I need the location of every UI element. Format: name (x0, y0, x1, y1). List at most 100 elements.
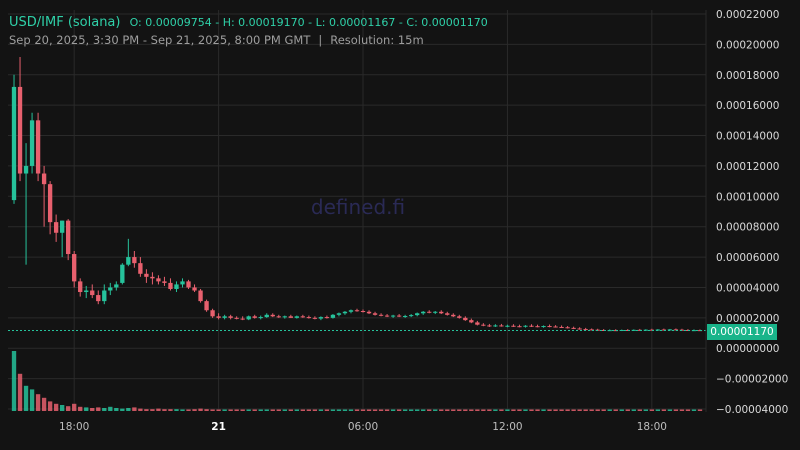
candle[interactable] (246, 315, 251, 321)
candle[interactable] (384, 314, 390, 318)
candle[interactable] (90, 284, 95, 299)
candle[interactable] (433, 311, 438, 315)
candle[interactable] (445, 311, 450, 316)
candle[interactable] (529, 324, 534, 327)
candle[interactable] (234, 316, 239, 320)
candle[interactable] (625, 329, 630, 331)
price-axis[interactable]: 0.00022000 0.00020000 0.00018000 0.00016000… (716, 9, 788, 416)
candle[interactable] (306, 315, 312, 319)
candle[interactable] (511, 324, 516, 327)
candle[interactable] (697, 329, 703, 332)
candle[interactable] (685, 329, 691, 331)
candle[interactable] (505, 324, 510, 328)
time-axis[interactable]: 18:00 21 06:00 12:00 18:00 (59, 421, 667, 433)
candle[interactable] (222, 314, 227, 320)
candle[interactable] (493, 324, 498, 327)
candle[interactable] (487, 323, 492, 327)
candle[interactable] (517, 324, 522, 328)
candle[interactable] (198, 288, 203, 303)
candle[interactable] (162, 276, 167, 286)
candle[interactable] (439, 310, 444, 315)
candle[interactable] (264, 313, 269, 318)
candle[interactable] (589, 328, 594, 331)
candle[interactable] (72, 251, 77, 288)
candle[interactable] (17, 56, 23, 182)
candle[interactable] (661, 328, 667, 331)
candle[interactable] (421, 311, 426, 315)
candle[interactable] (270, 313, 275, 318)
candle[interactable] (168, 278, 173, 291)
candle[interactable] (144, 269, 149, 283)
candle[interactable] (415, 312, 420, 317)
candle[interactable] (390, 314, 396, 318)
candle[interactable] (126, 238, 131, 267)
candle[interactable] (294, 315, 299, 319)
candle[interactable] (330, 314, 336, 319)
candle[interactable] (547, 324, 552, 328)
candle[interactable] (47, 181, 53, 235)
candle[interactable] (372, 311, 378, 316)
candle[interactable] (360, 309, 366, 313)
candle[interactable] (11, 74, 17, 204)
candle[interactable] (156, 275, 161, 285)
candle[interactable] (150, 272, 155, 285)
candle[interactable] (601, 329, 606, 331)
candle[interactable] (451, 313, 456, 318)
candle[interactable] (481, 323, 486, 327)
candle[interactable] (258, 315, 263, 320)
candle[interactable] (174, 281, 179, 293)
candle[interactable] (23, 143, 29, 265)
candle[interactable] (59, 220, 65, 258)
candle[interactable] (84, 285, 89, 299)
candle[interactable] (41, 165, 47, 227)
candle[interactable] (318, 316, 324, 321)
candle[interactable] (366, 310, 372, 315)
candle[interactable] (673, 328, 679, 331)
candle[interactable] (577, 327, 582, 330)
candle[interactable] (348, 309, 354, 314)
candle[interactable] (402, 314, 408, 318)
candle[interactable] (288, 314, 293, 318)
candle[interactable] (463, 316, 468, 321)
candle[interactable] (35, 112, 41, 182)
candle[interactable] (324, 315, 330, 319)
candle[interactable] (276, 314, 281, 318)
candle[interactable] (186, 279, 191, 289)
candle[interactable] (240, 316, 245, 321)
candle[interactable] (535, 324, 540, 328)
candle[interactable] (120, 263, 125, 285)
candle[interactable] (300, 314, 306, 318)
candle[interactable] (252, 314, 257, 319)
candle[interactable] (210, 308, 215, 318)
candles[interactable] (11, 56, 703, 332)
candle[interactable] (180, 278, 185, 288)
candle[interactable] (192, 284, 197, 293)
candle[interactable] (475, 320, 480, 326)
candle[interactable] (583, 327, 588, 331)
candle[interactable] (559, 325, 564, 328)
candle[interactable] (523, 325, 528, 328)
candle[interactable] (571, 326, 576, 330)
candle[interactable] (282, 315, 287, 319)
candle[interactable] (457, 314, 462, 319)
candle[interactable] (378, 313, 384, 317)
candle[interactable] (216, 313, 221, 320)
candle[interactable] (565, 326, 570, 329)
candle[interactable] (228, 314, 233, 320)
candle[interactable] (53, 214, 59, 242)
candle[interactable] (541, 325, 546, 328)
candle[interactable] (499, 323, 504, 327)
candle[interactable] (649, 328, 655, 331)
candle[interactable] (469, 318, 474, 324)
candle[interactable] (78, 278, 83, 297)
candle[interactable] (138, 257, 143, 277)
candle[interactable] (132, 251, 137, 268)
candle[interactable] (204, 299, 209, 312)
candle[interactable] (29, 112, 35, 174)
candle[interactable] (102, 284, 107, 305)
candle[interactable] (66, 219, 71, 261)
candle[interactable] (108, 282, 113, 296)
candle[interactable] (427, 310, 432, 314)
